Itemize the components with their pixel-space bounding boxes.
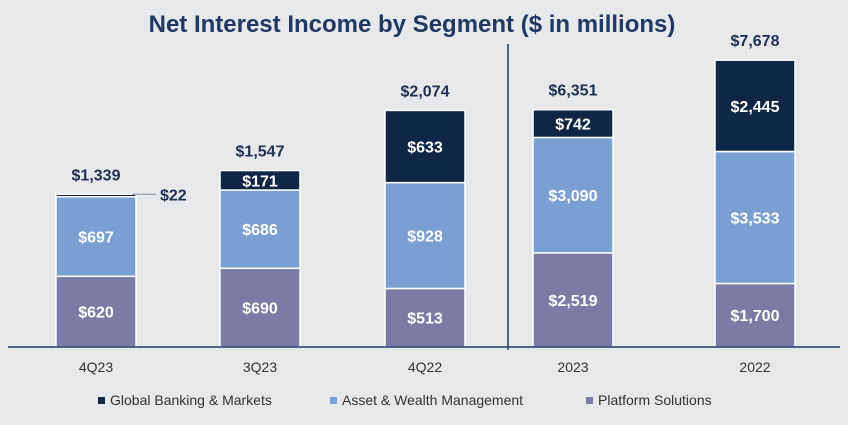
value-label-asset-wealth-management-3q23: $686 <box>242 222 278 239</box>
bar-global-banking-markets-4q23 <box>55 193 137 198</box>
value-label-asset-wealth-management-4q22: $928 <box>407 229 443 246</box>
legend: Global Banking & Markets Asset & Wealth M… <box>98 392 712 408</box>
bar-platform-solutions-4q23 <box>55 275 137 348</box>
total-label-2022: $7,678 <box>731 33 780 50</box>
legend-label-asset-wealth-management: Asset & Wealth Management <box>342 392 523 408</box>
bar-asset-wealth-management-2022 <box>714 150 796 285</box>
legend-swatch-global-banking-markets <box>98 397 105 404</box>
bar-asset-wealth-management-3q23 <box>219 189 301 270</box>
bar-global-banking-markets-2022 <box>714 59 796 153</box>
value-label-asset-wealth-management-4q23: $697 <box>78 230 114 247</box>
total-label-4q22: $2,074 <box>401 83 450 100</box>
bar-platform-solutions-2023 <box>532 252 614 348</box>
value-label-platform-solutions-4q22: $513 <box>407 311 443 328</box>
value-label-global-banking-markets-2022: $2,445 <box>731 99 780 116</box>
value-label-platform-solutions-2023: $2,519 <box>549 293 598 310</box>
total-label-2023: $6,351 <box>549 83 598 100</box>
value-label-platform-solutions-2022: $1,700 <box>731 308 780 325</box>
value-label-asset-wealth-management-2022: $3,533 <box>731 210 780 227</box>
x-tick-3q23: 3Q23 <box>243 359 277 375</box>
chart-title: Net Interest Income by Segment ($ in mil… <box>149 11 676 38</box>
total-label-4q23: $1,339 <box>72 167 121 184</box>
bar-asset-wealth-management-2023 <box>532 136 614 254</box>
bar-platform-solutions-4q22 <box>384 287 466 348</box>
bar-asset-wealth-management-4q23 <box>55 196 137 278</box>
x-tick-4q23: 4Q23 <box>79 359 113 375</box>
bars-layer: $620 $697 $22 $1,339 $690 $686 $171 $1,547 $513 $… <box>55 33 796 348</box>
bar-global-banking-markets-4q22 <box>384 109 466 184</box>
bar-global-banking-markets-2023 <box>532 108 614 139</box>
x-tick-labels: 4Q23 3Q23 4Q22 2023 2022 <box>79 359 771 375</box>
bar-platform-solutions-2022 <box>714 282 796 348</box>
legend-label-platform-solutions: Platform Solutions <box>598 392 712 408</box>
value-label-platform-solutions-4q23: $620 <box>78 305 114 322</box>
legend-label-global-banking-markets: Global Banking & Markets <box>110 392 272 408</box>
bar-global-banking-markets-3q23 <box>219 169 301 191</box>
value-label-asset-wealth-management-2023: $3,090 <box>549 188 598 205</box>
legend-swatch-platform-solutions <box>586 397 593 404</box>
bar-asset-wealth-management-4q22 <box>384 181 466 290</box>
value-label-global-banking-markets-4q23: $22 <box>160 187 187 204</box>
total-label-3q23: $1,547 <box>236 144 285 161</box>
value-label-global-banking-markets-3q23: $171 <box>242 173 278 190</box>
x-tick-4q22: 4Q22 <box>408 359 442 375</box>
legend-swatch-asset-wealth-management <box>330 397 337 404</box>
x-tick-2022: 2022 <box>739 359 770 375</box>
x-tick-2023: 2023 <box>557 359 588 375</box>
value-label-global-banking-markets-4q22: $633 <box>407 140 443 157</box>
value-label-platform-solutions-3q23: $690 <box>242 301 278 318</box>
value-label-global-banking-markets-2023: $742 <box>555 117 591 134</box>
